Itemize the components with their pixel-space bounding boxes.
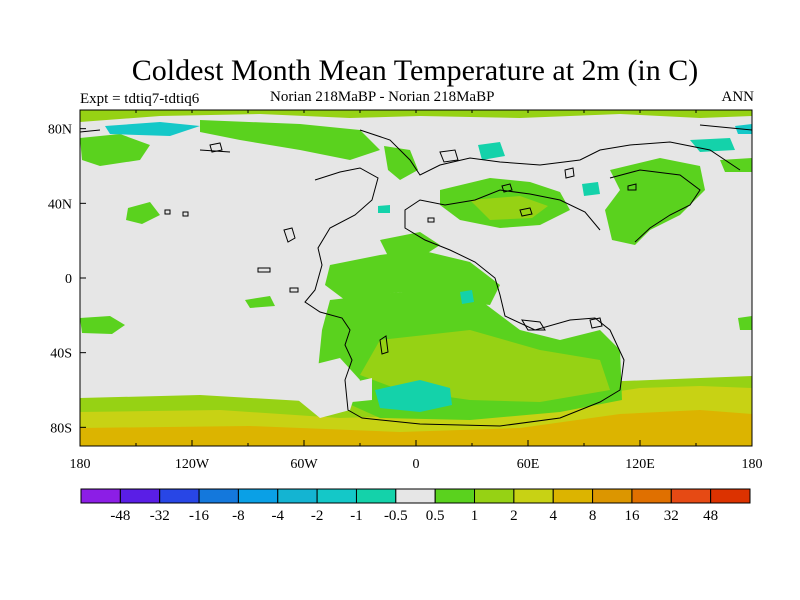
x-tick-label: 120E — [625, 457, 655, 472]
colorbar-label: 1 — [471, 508, 479, 524]
colorbar-box — [434, 488, 476, 504]
west-green-3 — [245, 296, 275, 308]
x-tick-label: 120W — [175, 457, 210, 472]
y-tick-label: 80S — [50, 421, 72, 436]
colorbar-box — [277, 488, 318, 504]
colorbar-box — [198, 488, 239, 504]
colorbar-box — [395, 488, 436, 504]
x-tick-label: 180 — [70, 457, 91, 472]
north-cyan-1 — [105, 122, 200, 136]
colorbar-label: 48 — [703, 508, 718, 524]
west-green-2 — [126, 202, 160, 224]
colorbar-box — [474, 488, 515, 504]
colorbar-label: -1 — [350, 508, 363, 524]
west-pacific-green — [80, 316, 125, 334]
colorbar-label: 32 — [664, 508, 679, 524]
colorbar-label: -32 — [150, 508, 170, 524]
colorbar-label: 0.5 — [426, 508, 445, 524]
x-tick-label: 180 — [742, 457, 763, 472]
colorbar-box — [237, 488, 279, 504]
colorbar-labels: -48 -32 -16 -8 -4 -2 -1 -0.5 0.5 1 2 4 8 16 32 48 — [110, 508, 718, 524]
colorbar-label: -16 — [189, 508, 209, 524]
colorbar-box — [631, 488, 672, 504]
coastline-north — [359, 129, 741, 176]
colorbar-label: 8 — [589, 508, 597, 524]
northeast-green — [605, 158, 705, 245]
tropics-green-1 — [325, 250, 500, 305]
x-tick-label: 0 — [413, 457, 420, 472]
colorbar-box — [513, 488, 554, 504]
colorbar-box — [316, 488, 357, 504]
y-tick-label: 40N — [48, 197, 72, 212]
tropics-cyan — [460, 290, 474, 304]
colorbar-box — [119, 488, 161, 504]
colorbar-box — [552, 488, 594, 504]
colorbar-label: 2 — [510, 508, 518, 524]
north-cyan-6 — [582, 182, 600, 196]
coastline-central-continent — [304, 167, 625, 427]
south-white-hole-2 — [350, 378, 372, 402]
y-tick-label: 80N — [48, 123, 72, 138]
x-tick-label: 60W — [290, 457, 318, 472]
north-green-1 — [200, 120, 380, 160]
colorbar-box — [592, 488, 633, 504]
southern-band-orange — [80, 410, 752, 446]
colorbar-box — [710, 488, 751, 504]
bay-green — [384, 146, 418, 180]
north-cyan-2 — [478, 142, 505, 160]
experiment-label: Expt = tdtiq7-tdtiq6 — [80, 91, 200, 107]
colorbar-label: -2 — [311, 508, 324, 524]
y-tick-label: 40S — [50, 347, 72, 362]
colorbar-label: 4 — [549, 508, 557, 524]
axis-ticks — [79, 110, 753, 446]
north-central-yellow — [470, 196, 548, 220]
north-green-2 — [80, 134, 150, 166]
axis-tick-labels: 180 120W 60W 0 60E 120E 180 80N 40N 0 40S 80S — [48, 123, 763, 472]
colorbar-label: -4 — [272, 508, 285, 524]
south-white-hole — [298, 358, 360, 418]
map-fill-layer — [80, 110, 752, 446]
page-title: Coldest Month Mean Temperature at 2m (in… — [131, 54, 699, 87]
colorbar-label: 16 — [624, 508, 640, 524]
colorbar-box — [159, 488, 200, 504]
colorbar-box — [80, 488, 121, 504]
islands — [164, 142, 637, 355]
north-cyan-5 — [378, 205, 390, 213]
season-label: ANN — [721, 89, 755, 105]
colorbar-label: -0.5 — [384, 508, 408, 524]
period-label: Norian 218MaBP - Norian 218MaBP — [270, 89, 495, 105]
colorbar-box — [670, 488, 712, 504]
y-tick-label: 0 — [65, 272, 72, 287]
coastline-northeast — [609, 169, 701, 243]
x-tick-label: 60E — [517, 457, 540, 472]
tropics-green-2 — [380, 232, 440, 258]
colorbar-boxes — [80, 488, 751, 504]
colorbar-label: -48 — [110, 508, 130, 524]
east-pacific-green — [738, 316, 752, 330]
colorbar-box — [355, 488, 397, 504]
colorbar-label: -8 — [232, 508, 245, 524]
south-cyan-patch — [375, 380, 452, 412]
